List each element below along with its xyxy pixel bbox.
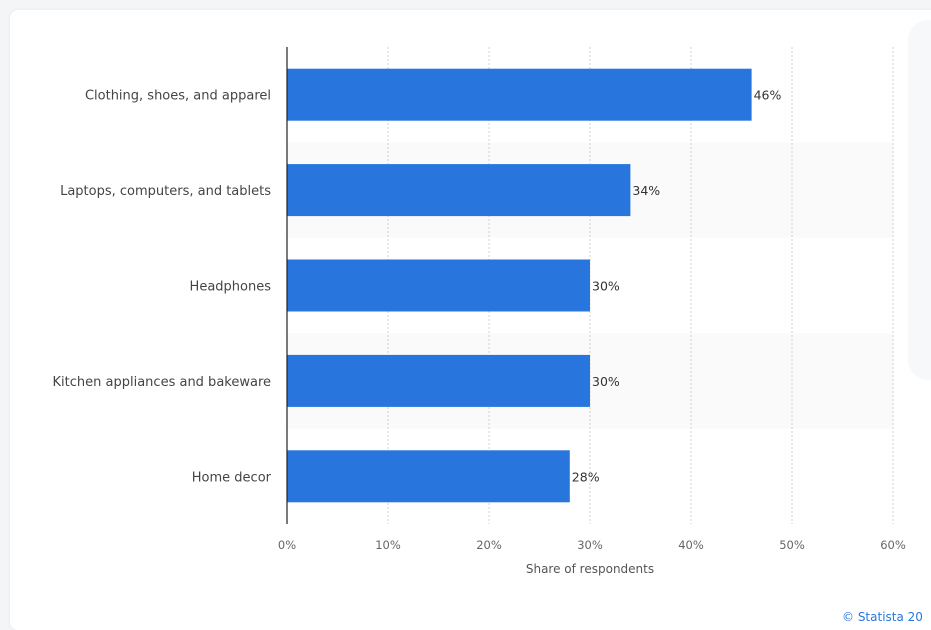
x-tick-label: 50% xyxy=(779,538,805,552)
data-label: 28% xyxy=(572,469,600,484)
x-tick-label: 0% xyxy=(278,538,296,552)
data-label: 34% xyxy=(632,183,660,198)
x-tick-label: 40% xyxy=(678,538,704,552)
data-label: 30% xyxy=(592,374,620,389)
bar xyxy=(287,354,590,407)
y-category-label: Clothing, shoes, and apparel xyxy=(85,89,271,104)
bar xyxy=(287,259,590,312)
bar xyxy=(287,164,631,217)
x-tick-label: 60% xyxy=(880,538,906,552)
x-tick-label: 30% xyxy=(577,538,603,552)
x-tick-label: 20% xyxy=(476,538,502,552)
y-category-label: Laptops, computers, and tablets xyxy=(60,184,271,199)
x-axis-title: Share of respondents xyxy=(526,562,654,576)
data-label: 46% xyxy=(754,88,782,103)
side-panel xyxy=(908,20,931,380)
y-category-label: Kitchen appliances and bakeware xyxy=(53,375,271,390)
x-tick-label: 10% xyxy=(375,538,401,552)
bar xyxy=(287,450,570,503)
bar xyxy=(287,68,752,121)
credit-link[interactable]: © Statista 20 xyxy=(842,610,923,624)
y-category-label: Home decor xyxy=(192,470,272,485)
data-label: 30% xyxy=(592,279,620,294)
y-category-label: Headphones xyxy=(190,280,272,295)
